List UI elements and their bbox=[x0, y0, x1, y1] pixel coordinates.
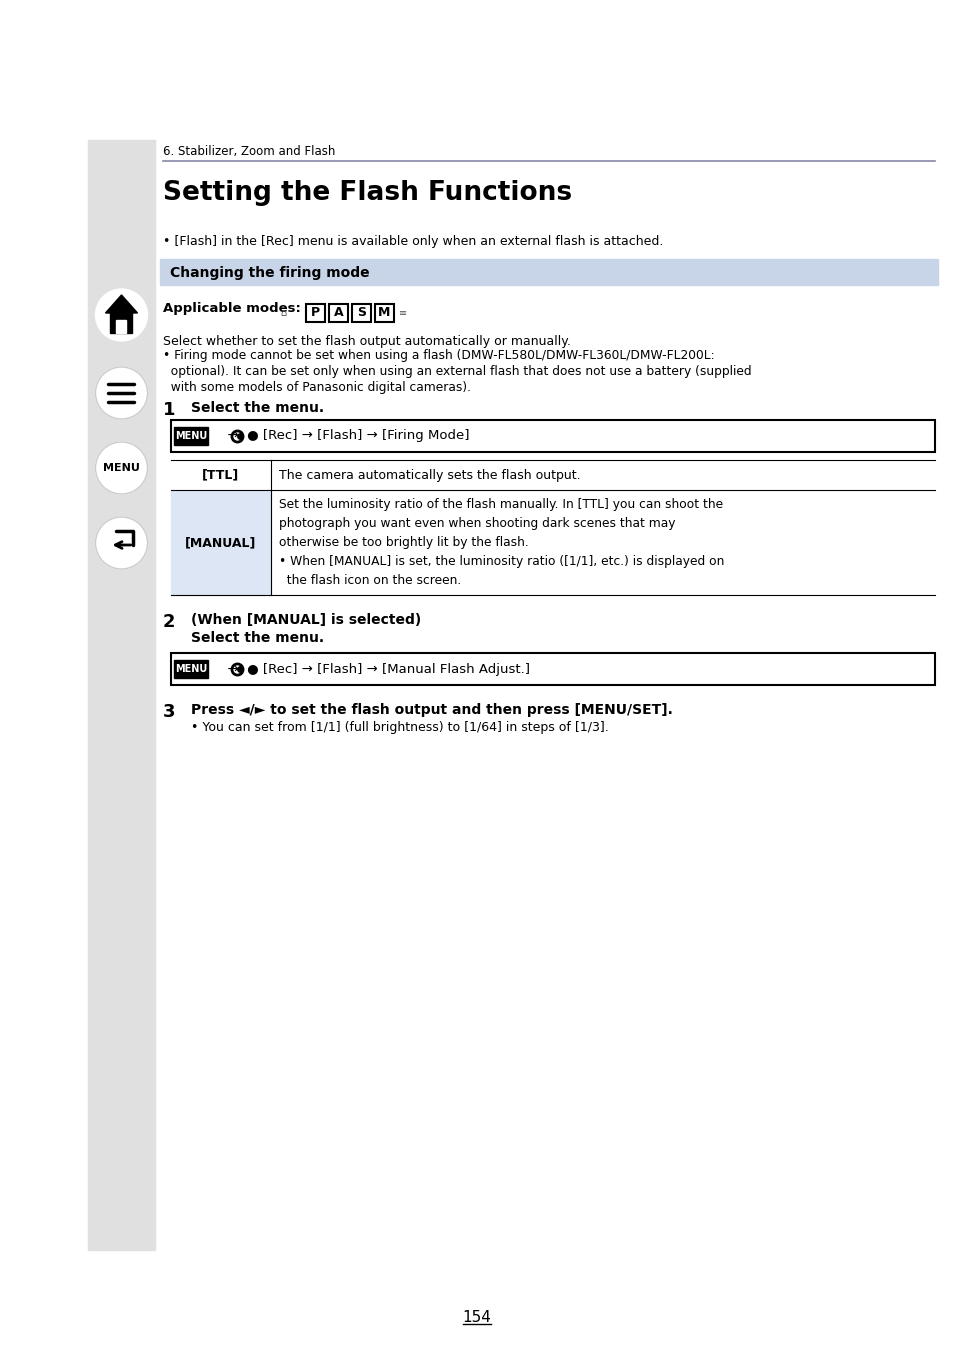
Text: Press ◄/► to set the flash output and then press [MENU/SET].: Press ◄/► to set the flash output and th… bbox=[191, 704, 672, 717]
Polygon shape bbox=[111, 311, 132, 333]
Bar bbox=[171, 421, 934, 452]
Text: the flash icon on the screen.: the flash icon on the screen. bbox=[278, 574, 460, 586]
Text: ⌂: ⌂ bbox=[279, 307, 286, 318]
Text: A: A bbox=[334, 306, 343, 319]
Text: photograph you want even when shooting dark scenes that may: photograph you want even when shooting d… bbox=[278, 518, 675, 530]
Text: • Firing mode cannot be set when using a flash (DMW-FL580L/DMW-FL360L/DMW-FL200L: • Firing mode cannot be set when using a… bbox=[163, 349, 714, 363]
Circle shape bbox=[95, 442, 148, 493]
Text: (When [MANUAL] is selected): (When [MANUAL] is selected) bbox=[191, 613, 421, 627]
Text: [TTL]: [TTL] bbox=[202, 469, 239, 481]
Text: 1: 1 bbox=[163, 400, 175, 419]
Text: 3: 3 bbox=[163, 704, 175, 721]
Text: S: S bbox=[356, 306, 366, 319]
Text: optional). It can be set only when using an external flash that does not use a b: optional). It can be set only when using… bbox=[163, 365, 751, 377]
Text: 2: 2 bbox=[163, 613, 175, 631]
Text: [MANUAL]: [MANUAL] bbox=[185, 537, 256, 549]
Text: Set the luminosity ratio of the flash manually. In [TTL] you can shoot the: Set the luminosity ratio of the flash ma… bbox=[278, 497, 722, 511]
Text: • [Flash] in the [Rec] menu is available only when an external flash is attached: • [Flash] in the [Rec] menu is available… bbox=[163, 235, 662, 248]
Text: Setting the Flash Functions: Setting the Flash Functions bbox=[163, 181, 572, 206]
Polygon shape bbox=[106, 295, 137, 313]
Polygon shape bbox=[116, 319, 127, 333]
Text: →  ● [Rec] → [Flash] → [Firing Mode]: → ● [Rec] → [Flash] → [Firing Mode] bbox=[219, 430, 469, 442]
Text: Applicable modes:: Applicable modes: bbox=[163, 302, 300, 315]
Bar bbox=[352, 305, 371, 322]
Circle shape bbox=[95, 367, 148, 419]
Text: MENU: MENU bbox=[103, 462, 140, 473]
Text: 154: 154 bbox=[462, 1310, 491, 1325]
Circle shape bbox=[95, 288, 148, 341]
Bar bbox=[171, 652, 934, 685]
Text: The camera automatically sets the flash output.: The camera automatically sets the flash … bbox=[278, 469, 580, 481]
Circle shape bbox=[95, 518, 148, 569]
Bar bbox=[173, 427, 208, 445]
Bar bbox=[375, 305, 394, 322]
Text: • You can set from [1/1] (full brightness) to [1/64] in steps of [1/3].: • You can set from [1/1] (full brightnes… bbox=[191, 721, 608, 735]
Bar bbox=[306, 305, 325, 322]
Bar bbox=[160, 259, 937, 284]
Text: with some models of Panasonic digital cameras).: with some models of Panasonic digital ca… bbox=[163, 381, 471, 394]
Text: Select whether to set the flash output automatically or manually.: Select whether to set the flash output a… bbox=[163, 336, 570, 348]
Text: • When [MANUAL] is set, the luminosity ratio ([1/1], etc.) is displayed on: • When [MANUAL] is set, the luminosity r… bbox=[278, 555, 723, 568]
Text: otherwise be too brightly lit by the flash.: otherwise be too brightly lit by the fla… bbox=[278, 537, 528, 549]
Text: 6. Stabilizer, Zoom and Flash: 6. Stabilizer, Zoom and Flash bbox=[163, 146, 335, 158]
Text: MENU: MENU bbox=[174, 431, 207, 441]
Text: Changing the firing mode: Changing the firing mode bbox=[170, 266, 369, 280]
Bar bbox=[88, 140, 154, 1250]
Text: ≡: ≡ bbox=[398, 307, 407, 318]
Text: P: P bbox=[311, 306, 319, 319]
Text: Select the menu.: Select the menu. bbox=[191, 400, 324, 415]
Text: M: M bbox=[378, 306, 391, 319]
Bar bbox=[173, 661, 208, 678]
Bar bbox=[329, 305, 348, 322]
Text: MENU: MENU bbox=[174, 665, 207, 674]
Text: Select the menu.: Select the menu. bbox=[191, 631, 324, 644]
Text: →  ● [Rec] → [Flash] → [Manual Flash Adjust.]: → ● [Rec] → [Flash] → [Manual Flash Adju… bbox=[219, 662, 530, 675]
Bar bbox=[171, 491, 271, 594]
